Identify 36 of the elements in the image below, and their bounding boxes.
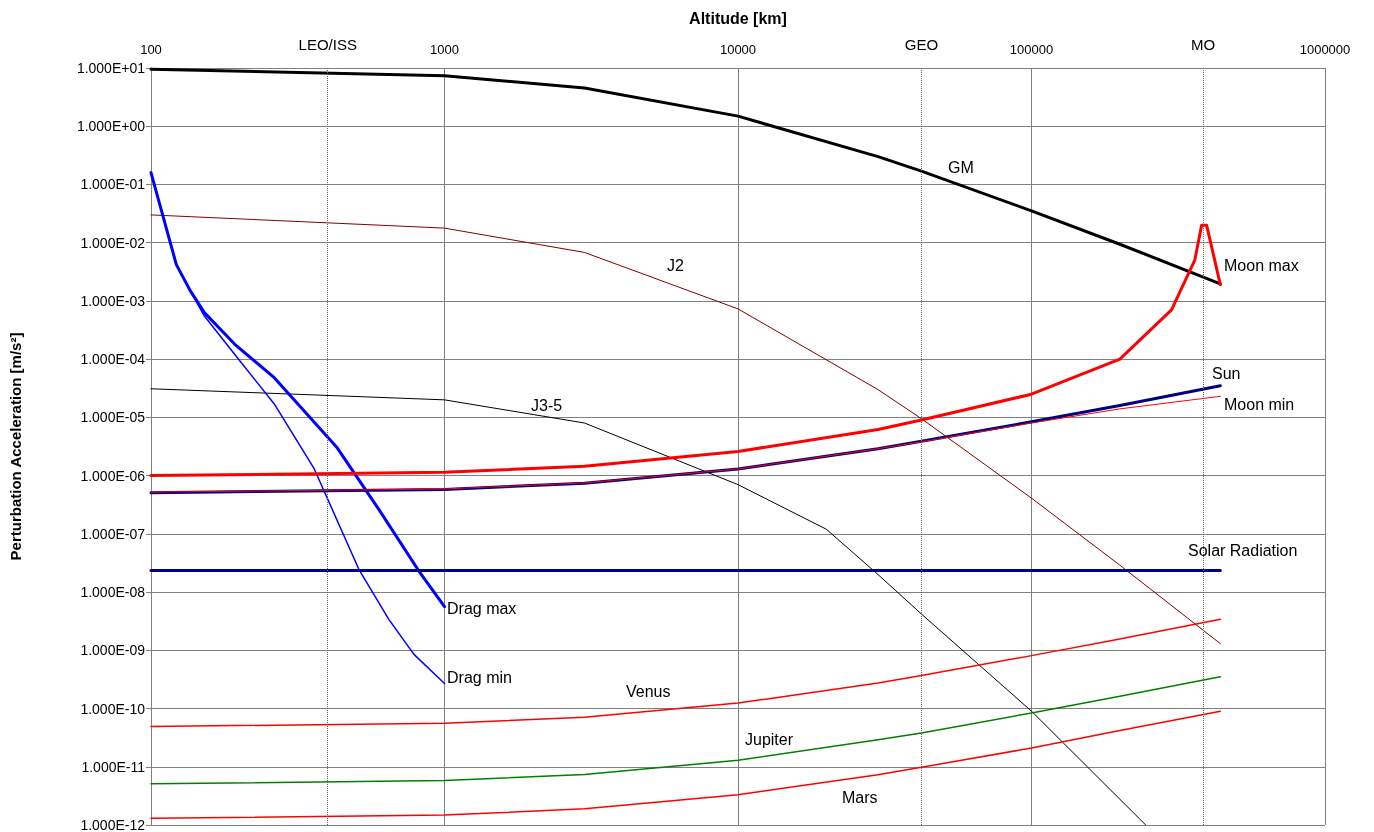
- x-tick-label: 1000: [430, 42, 459, 57]
- series-label: Moon min: [1224, 395, 1295, 413]
- ref-line-label: LEO/ISS: [298, 36, 357, 53]
- y-tick-label: 1.000E-03: [80, 292, 146, 309]
- series-label: J2: [667, 256, 684, 274]
- series-label: Solar Radiation: [1188, 541, 1298, 559]
- y-tick-label: 1.000E-08: [80, 584, 146, 601]
- y-tick-label: 1.000E-07: [80, 525, 146, 542]
- x-tick-label: 100000: [1009, 42, 1054, 57]
- x-tick-label: 10000: [719, 42, 757, 57]
- series-label: GM: [948, 158, 974, 176]
- series-label: Jupiter: [745, 730, 794, 748]
- ref-line-label: GEO: [904, 36, 939, 53]
- y-tick-label: 1.000E-12: [80, 817, 146, 832]
- series-label: Sun: [1212, 364, 1241, 382]
- series-label: Drag min: [447, 668, 512, 686]
- y-tick-label: 1.000E+00: [76, 118, 146, 135]
- series-label: J3-5: [531, 396, 563, 414]
- y-tick-label: 1.000E-05: [80, 409, 146, 426]
- y-tick-label: 1.000E-01: [80, 176, 146, 193]
- y-axis-title: Perturbation Acceleration [m/s²]: [7, 332, 24, 561]
- y-tick-label: 1.000E+01: [76, 60, 146, 76]
- y-tick-label: 1.000E-06: [80, 467, 146, 484]
- x-tick-label: 100: [140, 42, 162, 57]
- series-label: Mars: [842, 788, 878, 806]
- series-label: Drag max: [447, 599, 517, 617]
- series-label: Moon max: [1224, 256, 1299, 274]
- x-axis-title: Altitude [km]: [689, 9, 787, 27]
- series-label: Venus: [626, 682, 671, 700]
- y-tick-label: 1.000E-09: [80, 642, 146, 659]
- y-tick-label: 1.000E-10: [80, 700, 146, 717]
- y-tick-label: 1.000E-04: [80, 351, 146, 368]
- ref-line-label: MO: [1191, 36, 1216, 53]
- y-tick-label: 1.000E-02: [80, 234, 146, 251]
- y-tick-label: 1.000E-11: [81, 758, 146, 775]
- x-tick-label: 1000000: [1299, 42, 1351, 57]
